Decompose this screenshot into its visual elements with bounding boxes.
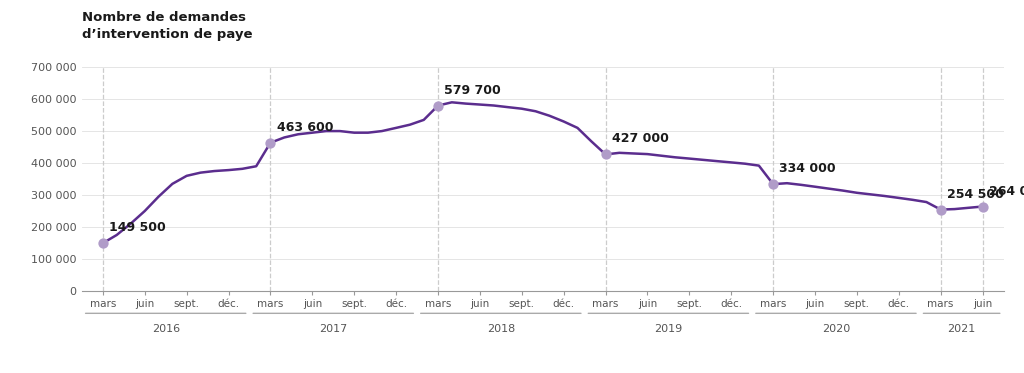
Text: 2016: 2016 (152, 324, 180, 334)
Text: 2021: 2021 (947, 324, 976, 334)
Text: 264 000: 264 000 (989, 185, 1024, 198)
Point (975, 204, 991, 210)
Text: 579 700: 579 700 (444, 84, 501, 97)
Point (430, 103, 446, 109)
Text: 2019: 2019 (654, 324, 683, 334)
Text: 2020: 2020 (822, 324, 850, 334)
Point (94, 240, 111, 246)
Text: Nombre de demandes
d’intervention de paye: Nombre de demandes d’intervention de pay… (82, 11, 253, 41)
Point (765, 181, 781, 187)
Point (933, 207, 949, 213)
Text: 254 500: 254 500 (947, 188, 1004, 201)
Text: 2018: 2018 (486, 324, 515, 334)
Text: 463 600: 463 600 (276, 121, 333, 134)
Text: 149 500: 149 500 (110, 221, 166, 234)
Text: 427 000: 427 000 (612, 132, 669, 145)
Point (262, 140, 279, 146)
Point (597, 151, 613, 157)
Text: 334 000: 334 000 (779, 162, 836, 175)
Text: 2017: 2017 (319, 324, 347, 334)
